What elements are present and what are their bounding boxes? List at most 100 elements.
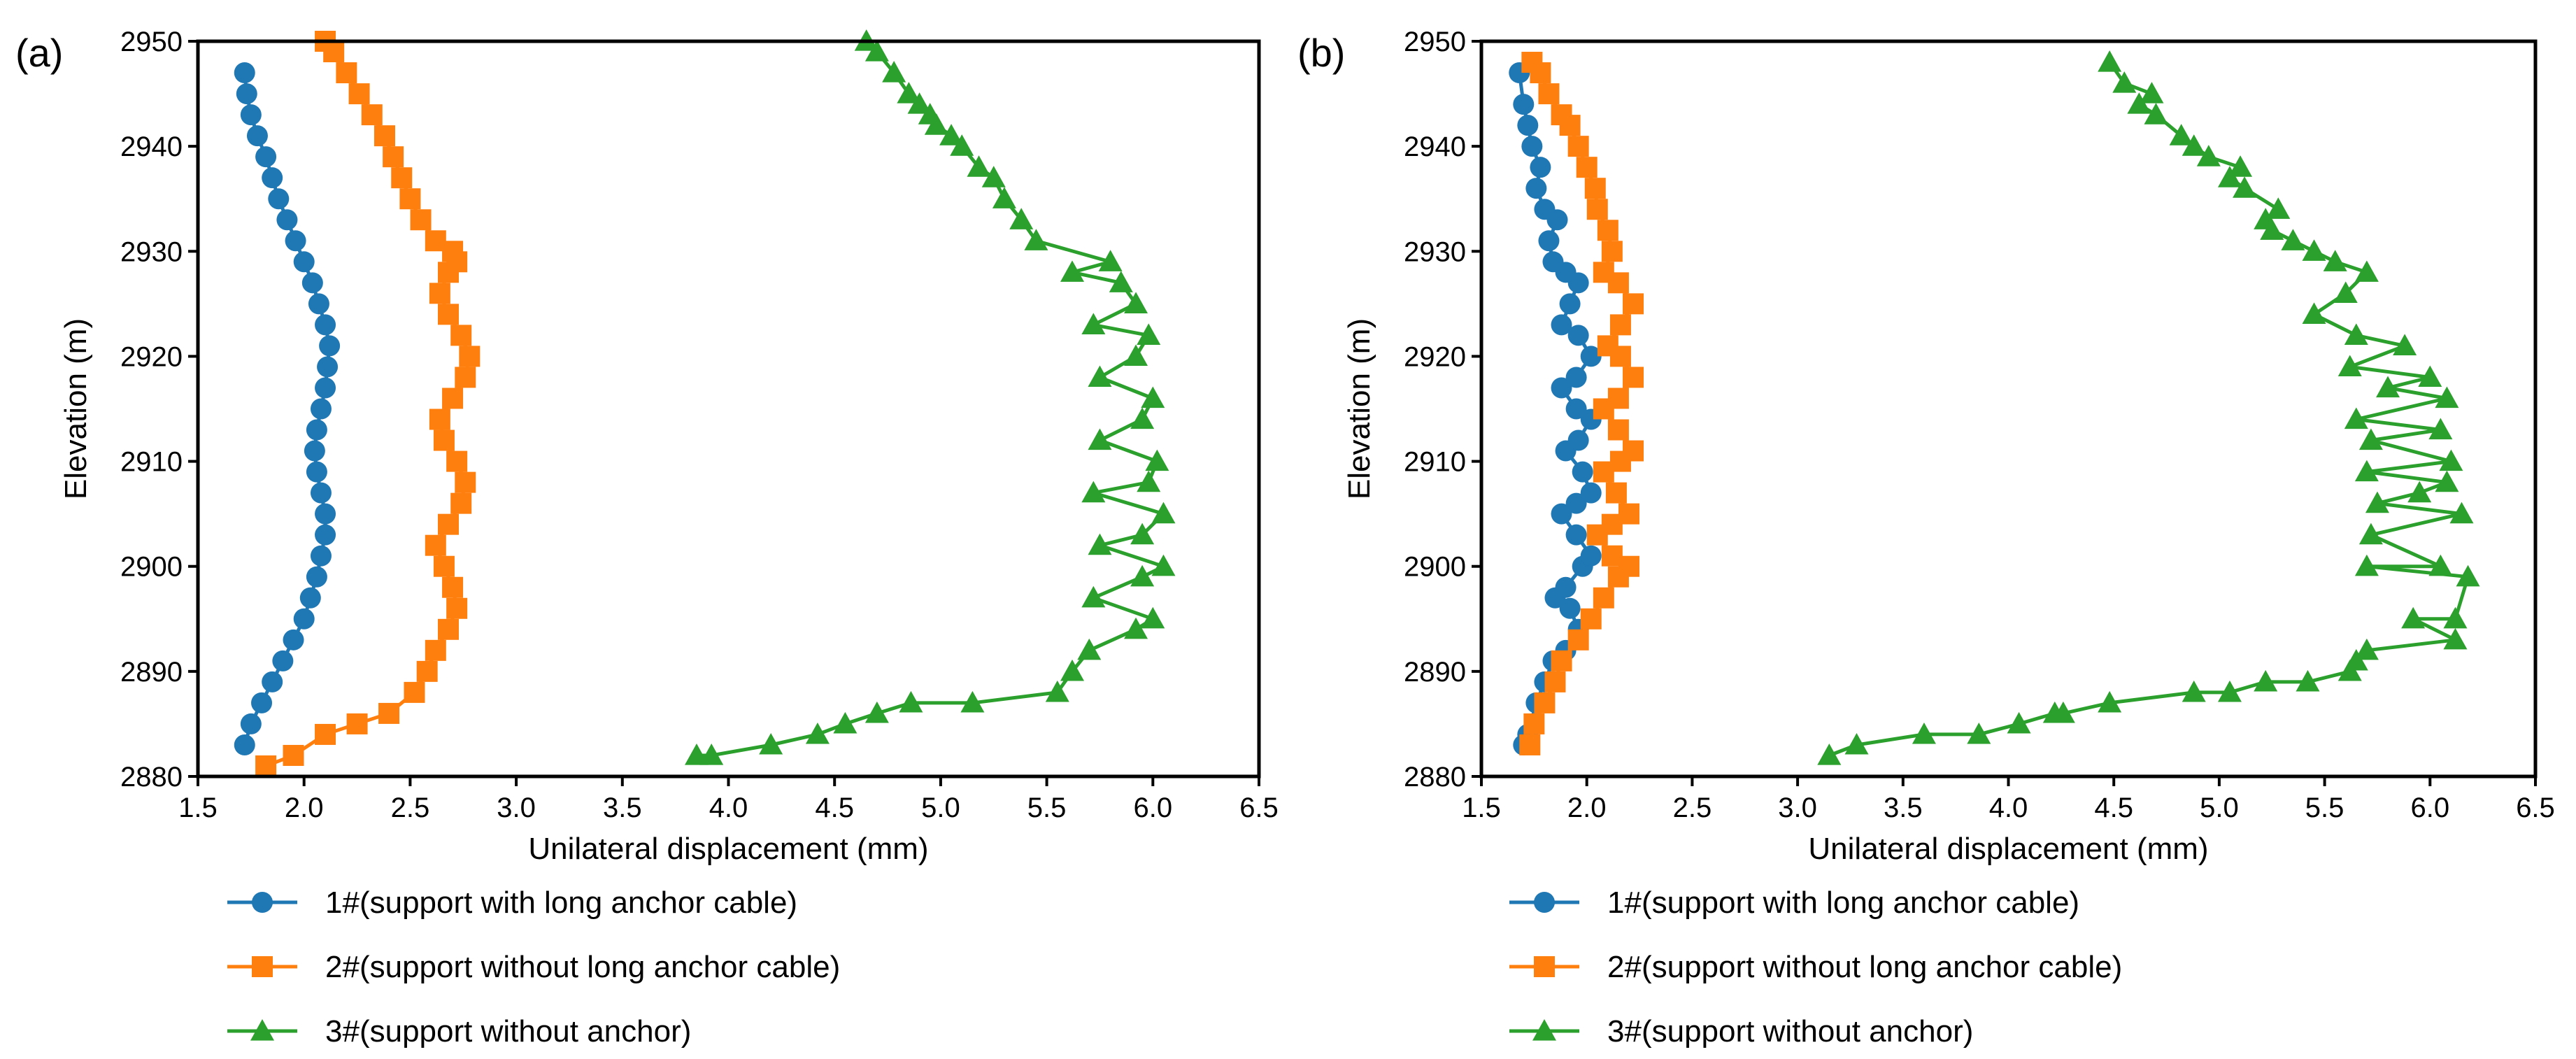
data-point: [1060, 260, 1085, 282]
legend-label: 1#(support with long anchor cable): [325, 886, 797, 920]
data-point: [2344, 407, 2368, 429]
data-point: [864, 701, 889, 723]
data-point: [1817, 743, 1842, 765]
legend: 1#(support with long anchor cable) 2#(sup…: [227, 886, 840, 1049]
data-point: [1551, 377, 1572, 399]
data-point: [2296, 669, 2320, 692]
data-point: [234, 62, 255, 84]
data-point: [2435, 386, 2459, 408]
data-point: [315, 524, 336, 546]
data-point: [293, 608, 315, 630]
legend-marker: [1534, 892, 1555, 913]
data-point: [308, 293, 329, 315]
data-point: [361, 104, 383, 126]
data-point: [272, 650, 294, 671]
data-point: [2266, 197, 2291, 219]
data-point: [1141, 606, 1165, 629]
x-tick-label: 5.0: [921, 793, 960, 823]
x-tick-label: 6.0: [2410, 793, 2449, 823]
data-point: [981, 166, 1006, 187]
data-point: [1538, 83, 1560, 105]
data-point: [2217, 680, 2242, 702]
data-point: [1151, 502, 1176, 524]
data-point: [425, 534, 446, 556]
x-tick-label: 4.0: [1989, 793, 2028, 823]
data-point: [1124, 617, 1148, 639]
data-point: [1088, 365, 1112, 388]
data-point: [1605, 482, 1627, 504]
data-point: [1130, 564, 1155, 587]
data-point: [310, 545, 332, 567]
data-point: [276, 209, 298, 231]
data-point: [2182, 680, 2206, 702]
x-tick-label: 4.5: [2094, 793, 2133, 823]
data-point: [301, 272, 323, 294]
data-point: [315, 723, 336, 745]
x-tick-label: 1.5: [178, 793, 218, 823]
y-tick-label: 2920: [1404, 341, 1466, 372]
data-point: [455, 367, 476, 388]
data-point: [2365, 491, 2389, 513]
y-tick-label: 2890: [120, 657, 183, 688]
data-point: [459, 346, 481, 367]
data-point: [833, 711, 858, 734]
data-point: [1130, 523, 1155, 545]
data-point: [1145, 449, 1169, 471]
data-point: [899, 690, 923, 713]
y-tick-label: 2880: [1404, 762, 1466, 793]
data-point: [1521, 136, 1543, 157]
data-point: [2354, 554, 2379, 576]
legend-marker: [252, 892, 273, 913]
data-point: [416, 660, 438, 682]
data-point: [1565, 492, 1587, 514]
data-point: [446, 450, 468, 472]
data-point: [1551, 314, 1572, 336]
data-point: [1551, 104, 1572, 126]
data-point: [450, 325, 472, 346]
y-tick-label: 2900: [120, 552, 183, 583]
series-2: [255, 31, 481, 776]
y-tick-label: 2920: [120, 341, 183, 372]
chart-panel-b: (b) 1.5 2.0 2.5 3.0 3.5 4.0 4.5 5.0 5.5 6.0 6.5 2880…: [1297, 27, 2555, 1049]
data-point: [299, 587, 321, 609]
y-tick-label: 2940: [1404, 132, 1466, 162]
plot-frame: [1479, 39, 2538, 779]
data-point: [438, 513, 460, 535]
x-tick-label: 4.5: [815, 793, 854, 823]
x-tick-label: 2.0: [285, 793, 324, 823]
data-point: [967, 155, 991, 177]
data-point: [1141, 386, 1165, 408]
data-point: [1538, 230, 1560, 252]
data-point: [1597, 335, 1618, 357]
data-point: [346, 713, 368, 734]
data-point: [2344, 323, 2368, 345]
data-point: [391, 167, 413, 189]
data-point: [759, 732, 783, 755]
data-point: [433, 555, 455, 577]
data-point: [2428, 554, 2453, 576]
data-point: [2376, 376, 2400, 398]
data-point: [240, 713, 262, 734]
data-point: [1130, 407, 1155, 429]
data-point: [234, 734, 255, 755]
data-point: [1580, 545, 1602, 567]
data-point: [1124, 292, 1148, 313]
data-point: [410, 209, 432, 231]
data-point: [2333, 281, 2358, 303]
data-point: [251, 692, 273, 713]
data-point: [1534, 199, 1556, 220]
data-point: [897, 82, 921, 104]
legend-marker: [1532, 1019, 1556, 1041]
data-point: [450, 492, 472, 514]
data-point: [882, 61, 906, 83]
data-point: [992, 187, 1016, 208]
data-point: [1077, 638, 1102, 660]
data-point: [442, 576, 464, 598]
x-axis-title: Unilateral displacement (mm): [528, 832, 928, 866]
data-point: [2323, 250, 2347, 271]
legend: 1#(support with long anchor cable) 2#(sup…: [1509, 886, 2122, 1049]
data-point: [268, 188, 290, 210]
data-point: [306, 419, 327, 441]
data-point: [1530, 157, 1551, 178]
data-point: [442, 388, 464, 409]
